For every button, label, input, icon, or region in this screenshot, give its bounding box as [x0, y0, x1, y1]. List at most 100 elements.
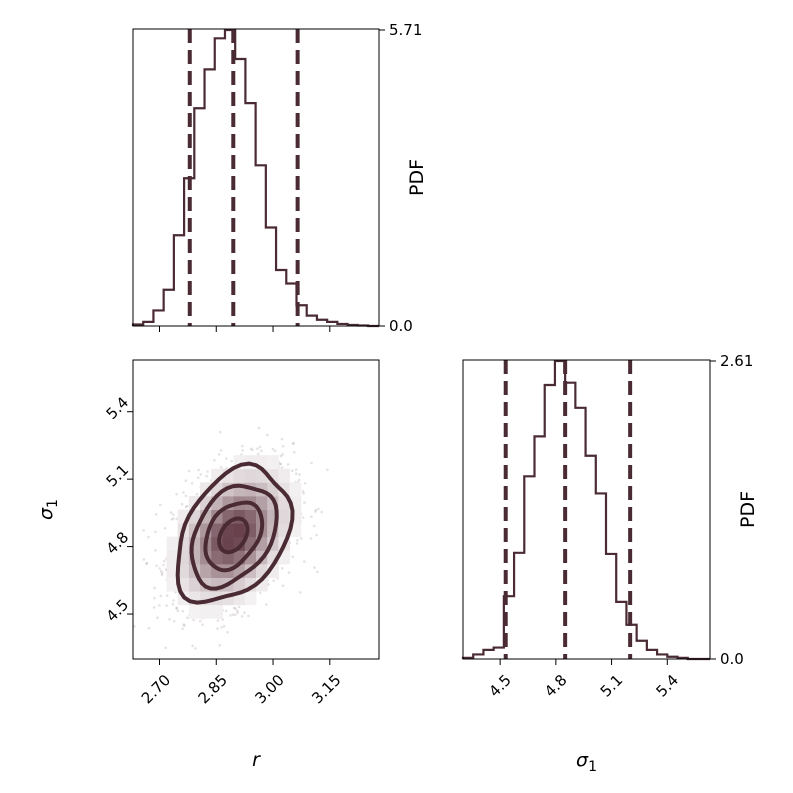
hist-r-bin — [194, 108, 204, 326]
sample-point — [317, 507, 320, 511]
hist-sigma1-bin — [514, 553, 524, 659]
density-cell — [222, 468, 235, 483]
density-cell — [244, 523, 257, 538]
density-cell — [200, 523, 212, 538]
sample-point — [171, 513, 175, 516]
sample-point — [205, 474, 208, 478]
sample-point — [280, 437, 284, 441]
hist-r-step-outline — [131, 28, 379, 328]
sample-point — [291, 555, 295, 558]
density-xtick-label: 2.85 — [195, 671, 231, 707]
density-cell — [166, 550, 179, 565]
sample-point — [299, 591, 302, 594]
sample-point — [281, 584, 285, 587]
density-cell — [278, 523, 291, 538]
sample-point — [154, 549, 157, 552]
hist-r-bin — [205, 69, 215, 326]
density-cell — [233, 455, 246, 470]
sample-point — [235, 609, 239, 613]
sample-point — [271, 447, 275, 451]
density-cell — [233, 523, 246, 538]
density-cell — [177, 550, 190, 565]
sample-point — [243, 611, 246, 614]
sample-point — [279, 462, 283, 466]
density-cell — [211, 523, 223, 538]
density-cell — [244, 468, 257, 483]
sample-point — [175, 607, 178, 610]
density-cell — [222, 550, 235, 565]
density-r-sigma1-panel: 2.70 2.85 3.00 3.15 4.5 4.8 5.1 5.4 r σ1 — [35, 359, 380, 771]
density-cell — [278, 495, 291, 510]
hist-r-panel: 0.0 5.71 PDF — [131, 21, 428, 335]
sample-point — [303, 482, 307, 485]
sample-point — [233, 613, 237, 617]
density-cell — [222, 536, 235, 551]
density-cell — [200, 495, 212, 510]
sample-point — [303, 501, 306, 504]
sample-point — [187, 469, 191, 473]
sample-point — [201, 659, 204, 662]
hist-sigma1-panel: 0.0 2.61 PDF 4.5 4.8 5.1 5.4 σ1 — [461, 352, 759, 775]
sample-point — [232, 606, 236, 610]
density-ytick-label: 4.5 — [103, 596, 133, 626]
density-ytick-label: 5.1 — [103, 461, 133, 491]
hist-r-bin — [256, 165, 266, 326]
sample-point — [302, 492, 306, 495]
density-cell — [211, 495, 223, 510]
density-cell — [256, 468, 268, 483]
sample-point — [172, 517, 175, 520]
hist-sigma1-xtick-label: 4.5 — [485, 671, 515, 701]
density-cell — [200, 563, 212, 578]
sample-point — [224, 609, 228, 613]
sample-point — [310, 515, 313, 518]
sample-point — [184, 505, 188, 509]
density-cell — [256, 577, 268, 592]
sample-point — [278, 463, 282, 466]
sample-point — [222, 624, 226, 628]
sample-point — [145, 562, 149, 565]
sample-point — [168, 617, 171, 621]
sample-point — [180, 502, 184, 506]
density-cell — [278, 482, 291, 497]
density-cell — [188, 550, 201, 565]
density-cell — [233, 550, 246, 565]
density-cell — [267, 468, 279, 483]
density-cell — [289, 523, 302, 538]
sample-point — [292, 451, 296, 454]
density-cell — [188, 536, 201, 551]
sample-point — [175, 492, 178, 496]
density-xtick-label: 3.00 — [251, 671, 287, 707]
sample-point — [183, 624, 186, 627]
sample-point — [155, 564, 158, 568]
hist-r-frame — [132, 28, 380, 327]
sample-point — [182, 491, 185, 494]
sample-point — [158, 604, 161, 607]
hist-sigma1-bin — [575, 408, 585, 659]
sample-point — [296, 538, 299, 542]
hist-r-bin — [153, 310, 163, 326]
density-cell — [177, 577, 190, 592]
sample-point — [247, 614, 250, 618]
sample-point — [265, 603, 268, 606]
sample-point — [158, 567, 161, 570]
density-ytick-label: 5.4 — [103, 393, 133, 423]
sample-point — [266, 433, 269, 437]
sample-point — [196, 476, 200, 480]
density-cell — [278, 550, 291, 565]
hist-r-bin — [266, 228, 276, 326]
density-cell — [188, 604, 201, 619]
sample-point — [292, 441, 295, 445]
density-cell — [289, 495, 302, 510]
sample-point — [258, 445, 262, 449]
sample-point — [298, 473, 301, 476]
density-contour — [189, 483, 279, 591]
density-cell — [177, 536, 190, 551]
sample-point — [170, 518, 174, 521]
hist-r-bin — [164, 290, 174, 326]
sample-point — [273, 449, 277, 453]
sample-point — [159, 569, 163, 573]
hist-sigma1-bin — [545, 385, 555, 659]
sample-point — [310, 461, 313, 465]
hist-sigma1-bin — [616, 602, 626, 659]
density-xtick-label: 3.15 — [308, 671, 344, 707]
